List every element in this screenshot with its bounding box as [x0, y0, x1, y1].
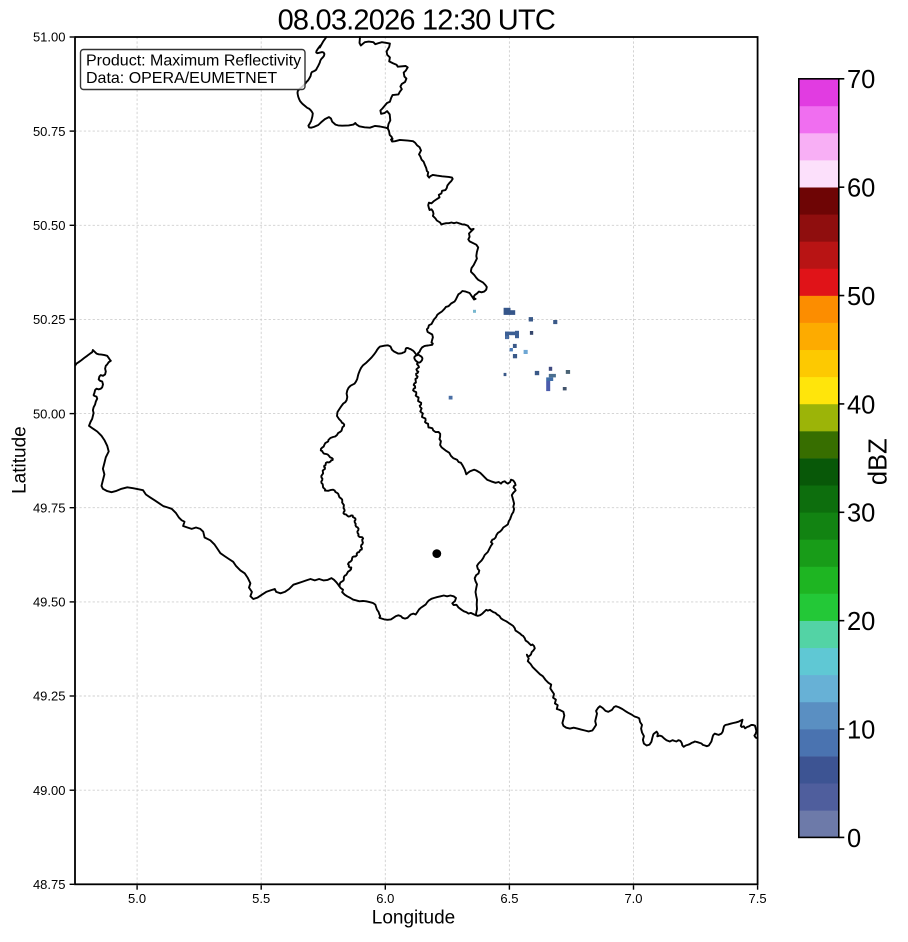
svg-text:49.00: 49.00 — [33, 783, 66, 798]
svg-text:7.0: 7.0 — [624, 891, 642, 906]
svg-text:20: 20 — [847, 608, 875, 636]
svg-text:48.75: 48.75 — [33, 877, 66, 892]
svg-text:50.50: 50.50 — [33, 218, 66, 233]
svg-text:6.5: 6.5 — [500, 891, 518, 906]
svg-text:50.00: 50.00 — [33, 406, 66, 421]
svg-text:5.0: 5.0 — [128, 891, 146, 906]
svg-text:70: 70 — [847, 66, 875, 94]
svg-text:10: 10 — [847, 716, 875, 744]
svg-text:Latitude: Latitude — [9, 426, 30, 494]
svg-text:49.75: 49.75 — [33, 500, 66, 515]
svg-text:30: 30 — [847, 500, 875, 528]
svg-text:Longitude: Longitude — [372, 908, 455, 929]
svg-text:dBZ: dBZ — [865, 438, 893, 485]
svg-text:50: 50 — [847, 283, 875, 311]
svg-text:6.0: 6.0 — [376, 891, 394, 906]
svg-text:Data: OPERA/EUMETNET: Data: OPERA/EUMETNET — [86, 70, 277, 87]
svg-text:49.25: 49.25 — [33, 689, 66, 704]
svg-text:49.50: 49.50 — [33, 595, 66, 610]
svg-text:50.25: 50.25 — [33, 312, 66, 327]
svg-text:40: 40 — [847, 391, 875, 419]
svg-text:08.03.2026 12:30 UTC: 08.03.2026 12:30 UTC — [278, 4, 555, 36]
svg-text:0: 0 — [847, 825, 861, 853]
svg-text:5.5: 5.5 — [252, 891, 270, 906]
svg-text:60: 60 — [847, 175, 875, 203]
svg-text:7.5: 7.5 — [749, 891, 767, 906]
svg-text:51.00: 51.00 — [33, 30, 66, 45]
svg-text:Product: Maximum Reflectivity: Product: Maximum Reflectivity — [86, 53, 301, 70]
svg-text:50.75: 50.75 — [33, 124, 66, 139]
